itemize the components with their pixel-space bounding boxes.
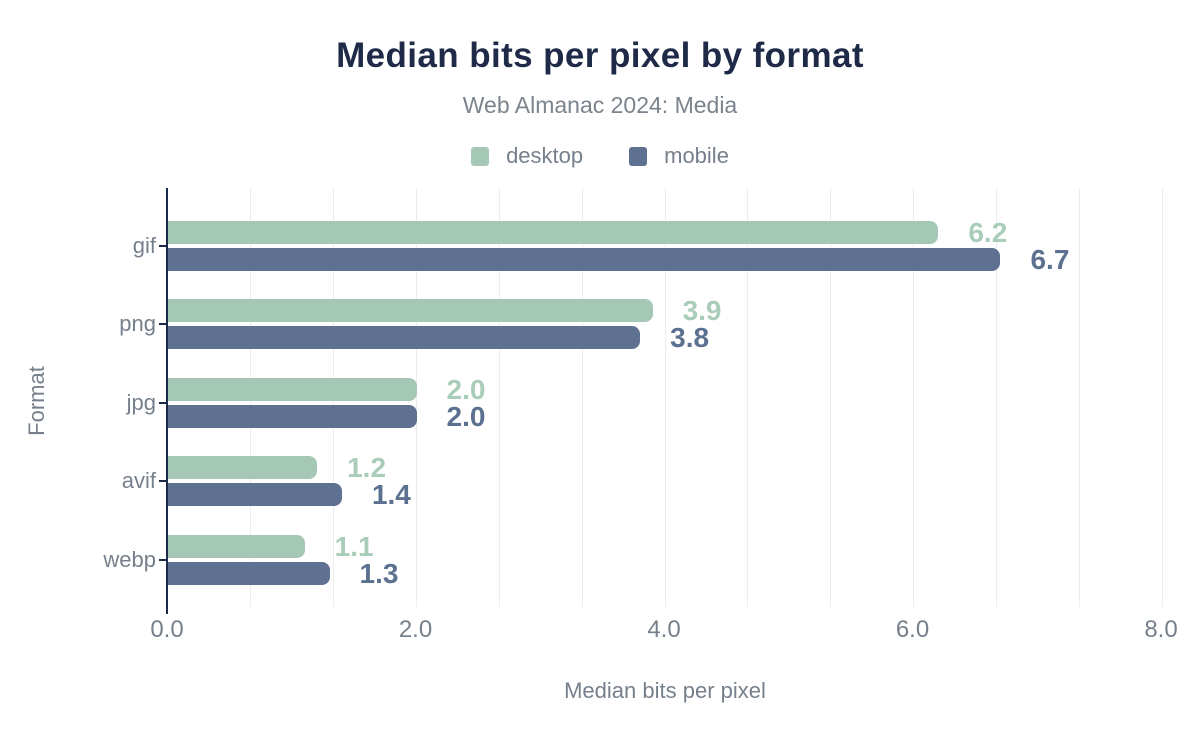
legend-label-mobile: mobile: [664, 143, 729, 168]
gridline: [1161, 188, 1163, 607]
bar-mobile-png: [168, 326, 641, 350]
x-tick-label-8.0: 8.0: [1144, 616, 1178, 643]
gridline: [913, 188, 914, 607]
category-label-jpg: jpg: [126, 389, 156, 415]
plot-area: 6.2 6.7 3.9 3.8 2.0 2.0 1.2 1.4 1.1 1.3: [166, 188, 1164, 607]
category-label-avif: avif: [121, 468, 156, 494]
chart-subtitle: Web Almanac 2024: Media: [462, 92, 738, 118]
x-axis-title: Median bits per pixel: [564, 678, 766, 703]
bar-desktop-gif: [168, 221, 939, 244]
category-label-png: png: [119, 311, 156, 337]
y-axis-tick: [159, 323, 166, 326]
gridline: [664, 188, 666, 607]
bar-mobile-gif: [168, 248, 1001, 271]
chart-title: Median bits per pixel by format: [336, 36, 864, 75]
value-label-desktop-jpg: 2.0: [446, 373, 486, 405]
y-axis-tick: [159, 480, 166, 483]
category-label-webp: webp: [103, 546, 156, 572]
value-label-mobile-jpg: 2.0: [446, 400, 486, 432]
legend: desktop mobile: [0, 143, 1200, 169]
x-tick-label-6.0: 6.0: [895, 616, 930, 643]
value-label-mobile-gif: 6.7: [1030, 244, 1070, 275]
x-tick-label-0.0: 0.0: [150, 616, 184, 643]
bar-mobile-jpg: [168, 404, 417, 428]
value-label-desktop-gif: 6.2: [968, 217, 1008, 248]
bar-mobile-avif: [168, 483, 342, 507]
y-axis-tick: [159, 401, 166, 404]
legend-swatch-mobile: [629, 146, 648, 166]
legend-label-desktop: desktop: [506, 143, 584, 168]
x-axis-zero-tick: [166, 607, 168, 614]
gridline: [995, 188, 997, 607]
category-label-gif: gif: [132, 233, 156, 258]
gridline: [747, 188, 749, 607]
legend-item-mobile: mobile: [629, 143, 729, 169]
value-label-mobile-webp: 1.3: [359, 557, 399, 589]
y-axis-tick: [159, 558, 166, 561]
bar-desktop-jpg: [168, 377, 417, 401]
bar-desktop-webp: [168, 534, 305, 558]
gridline: [498, 188, 500, 607]
gridline: [581, 188, 583, 607]
bar-desktop-png: [168, 299, 653, 323]
gridline: [830, 188, 832, 607]
legend-swatch-desktop: [471, 146, 490, 166]
bar-mobile-webp: [168, 561, 330, 585]
gridline: [1078, 188, 1080, 607]
legend-item-desktop: desktop: [471, 143, 583, 169]
value-label-mobile-png: 3.8: [670, 322, 710, 354]
value-label-mobile-avif: 1.4: [371, 479, 411, 511]
value-label-desktop-png: 3.9: [682, 295, 722, 327]
value-label-desktop-avif: 1.2: [347, 452, 387, 484]
gridline: [416, 188, 417, 607]
bar-desktop-avif: [168, 456, 318, 480]
y-axis-tick: [159, 245, 166, 247]
x-tick-label-2.0: 2.0: [398, 616, 433, 643]
x-tick-label-4.0: 4.0: [647, 616, 681, 643]
value-label-desktop-webp: 1.1: [334, 530, 374, 562]
